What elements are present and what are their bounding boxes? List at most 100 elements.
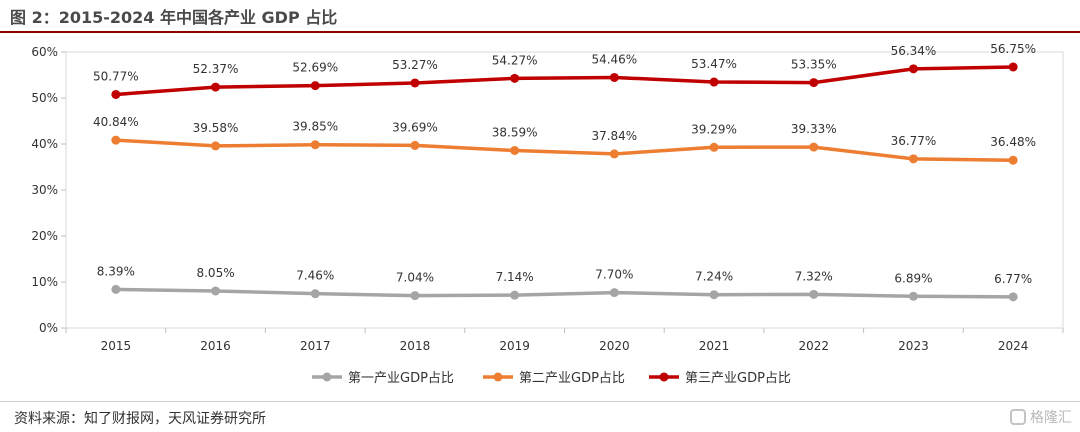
data-point [111, 135, 121, 145]
legend-marker [493, 372, 503, 382]
data-label: 39.69% [392, 120, 438, 134]
y-tick-label: 50% [31, 91, 58, 105]
x-tick-label: 2019 [499, 339, 530, 353]
line-chart: 0%10%20%30%40%50%60% 2015 2016 2017 2018 201… [31, 42, 1064, 386]
data-label: 7.32% [795, 269, 833, 283]
data-label: 39.29% [691, 122, 737, 136]
legend-label: 第二产业GDP占比 [519, 371, 625, 386]
data-label: 53.27% [392, 58, 438, 72]
data-label: 6.77% [994, 272, 1032, 286]
legend-label: 第一产业GDP占比 [348, 371, 454, 386]
data-point [211, 141, 221, 151]
watermark-logo-icon [1010, 409, 1026, 425]
data-point [111, 284, 121, 294]
y-tick-label: 60% [31, 45, 58, 59]
data-point [310, 289, 320, 299]
data-point [908, 291, 918, 301]
y-tick-label: 20% [31, 229, 58, 243]
data-label: 39.85% [292, 120, 338, 134]
data-label: 36.77% [891, 134, 937, 148]
source-note: 资料来源：知了财报网，天风证券研究所 [14, 411, 266, 427]
data-label: 37.84% [591, 129, 637, 143]
series-1: 8.39% 8.05% 7.46% 7.04% 7.14% 7.70% 7.24% 7.32%… [97, 264, 1032, 302]
data-label: 7.04% [396, 271, 434, 285]
watermark-text: 格隆汇 [1030, 410, 1072, 426]
data-label: 52.69% [292, 61, 338, 75]
data-point [809, 78, 819, 88]
data-point [510, 290, 520, 300]
y-tick-label: 40% [31, 137, 58, 151]
data-point [1008, 62, 1018, 72]
data-point [510, 73, 520, 83]
data-label: 7.46% [296, 269, 334, 283]
data-point [908, 64, 918, 74]
x-tick-label: 2015 [101, 339, 132, 353]
legend-marker [659, 372, 669, 382]
data-label: 39.58% [193, 121, 239, 135]
data-label: 7.70% [595, 268, 633, 282]
x-tick-label: 2021 [699, 339, 730, 353]
x-tick-label: 2024 [998, 339, 1029, 353]
series-line [114, 287, 1015, 299]
title-divider [0, 31, 1080, 33]
series-layer: 8.39% 8.05% 7.46% 7.04% 7.14% 7.70% 7.24% 7.32%… [93, 42, 1036, 302]
y-tick-label: 10% [31, 275, 58, 289]
data-label: 36.48% [990, 135, 1036, 149]
watermark: 格隆汇 [1010, 405, 1072, 429]
y-tick-label: 0% [39, 321, 58, 335]
data-point [510, 145, 520, 155]
data-label: 8.05% [196, 266, 234, 280]
legend-item: 第三产业GDP占比 [649, 371, 791, 386]
data-point [1008, 292, 1018, 302]
page-title: 图 2：2015-2024 年中国各产业 GDP 占比 [10, 8, 338, 27]
data-point [609, 149, 619, 159]
data-point [410, 140, 420, 150]
data-label: 52.37% [193, 62, 239, 76]
legend-item: 第二产业GDP占比 [483, 371, 625, 386]
data-label: 38.59% [492, 125, 538, 139]
data-point [410, 78, 420, 88]
data-point [809, 289, 819, 299]
y-axis: 0% 10% 20% 30% 40% 50% 60% [31, 45, 66, 335]
data-label: 7.24% [695, 270, 733, 284]
series-line [114, 138, 1015, 162]
data-label: 56.75% [990, 42, 1036, 56]
series-line [114, 65, 1015, 97]
legend-marker [322, 372, 332, 382]
data-label: 53.35% [791, 58, 837, 72]
data-label: 39.33% [791, 122, 837, 136]
legend: 第一产业GDP占比 第二产业GDP占比 第三产业GDP占比 [312, 371, 791, 386]
x-tick-label: 2017 [300, 339, 331, 353]
x-tick-label: 2020 [599, 339, 630, 353]
data-point [211, 82, 221, 92]
data-label: 50.77% [93, 69, 139, 83]
data-point [310, 140, 320, 150]
series-3: 50.77% 52.37% 52.69% 53.27% 54.27% 54.46% 53.4… [93, 42, 1036, 99]
data-label: 53.47% [691, 57, 737, 71]
data-point [709, 142, 719, 152]
x-axis: 2015 2016 2017 2018 2019 2020 2021 2022 2023 2024 [65, 328, 1064, 353]
legend-item: 第一产业GDP占比 [312, 371, 454, 386]
data-point [609, 72, 619, 82]
data-point [1008, 155, 1018, 165]
data-point [709, 290, 719, 300]
x-tick-label: 2023 [898, 339, 929, 353]
data-label: 40.84% [93, 115, 139, 129]
data-label: 54.27% [492, 53, 538, 67]
data-point [809, 142, 819, 152]
data-point [111, 89, 121, 99]
x-tick-label: 2022 [798, 339, 829, 353]
data-point [908, 154, 918, 164]
data-label: 6.89% [894, 271, 932, 285]
footer-divider [0, 401, 1080, 402]
data-point [211, 286, 221, 296]
series-2: 40.84% 39.58% 39.85% 39.69% 38.59% 37.84% 39.2… [93, 115, 1036, 165]
data-point [410, 291, 420, 301]
data-point [609, 288, 619, 298]
data-label: 8.39% [97, 264, 135, 278]
data-label: 56.34% [891, 44, 937, 58]
data-label: 7.14% [496, 270, 534, 284]
data-label: 54.46% [591, 52, 637, 66]
y-tick-label: 30% [31, 183, 58, 197]
data-point [310, 81, 320, 91]
